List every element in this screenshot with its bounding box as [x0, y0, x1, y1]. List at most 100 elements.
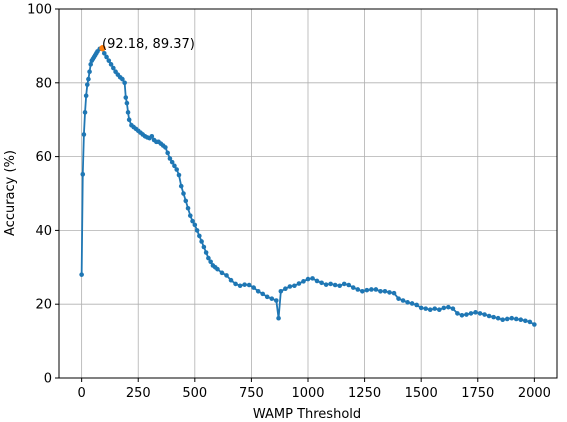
data-point [228, 277, 234, 283]
data-point [165, 150, 170, 156]
data-point [513, 316, 519, 322]
data-point [364, 287, 370, 293]
data-point [178, 183, 184, 189]
data-point [495, 315, 501, 321]
data-point [432, 306, 438, 311]
grid [59, 8, 557, 379]
data-point [296, 281, 302, 286]
data-point [106, 58, 112, 63]
data-point [82, 110, 88, 115]
data-point [174, 167, 180, 172]
y-tick-label: 80 [35, 76, 52, 91]
data-point [83, 93, 89, 99]
data-point [197, 233, 202, 239]
data-point [350, 285, 356, 290]
data-point [169, 159, 175, 165]
data-point [523, 318, 528, 324]
x-tick-label: 1500 [405, 386, 438, 401]
data-point [468, 311, 474, 316]
max-point-marker [99, 45, 106, 52]
data-point [355, 287, 361, 292]
data-point [255, 288, 261, 294]
data-point [301, 279, 306, 284]
data-point [264, 294, 270, 300]
data-point [122, 80, 127, 86]
data-point [224, 273, 229, 278]
data-point [509, 315, 515, 321]
data-point [441, 305, 447, 311]
data-point [203, 250, 209, 255]
data-point [332, 282, 338, 288]
data-point [79, 272, 84, 277]
data-point [84, 82, 90, 87]
data-point [88, 62, 93, 67]
data-point [464, 312, 469, 317]
data-point [418, 305, 424, 311]
data-point [391, 290, 397, 296]
data-point [237, 283, 243, 289]
y-tick-label: 0 [44, 372, 52, 387]
data-point [251, 285, 256, 290]
data-point [328, 281, 333, 287]
x-tick-label: 0 [77, 386, 85, 401]
x-tick-label: 750 [239, 386, 264, 401]
data-point [341, 281, 347, 287]
data-point [400, 298, 406, 303]
data-point [305, 276, 311, 282]
data-point [323, 282, 329, 287]
data-point [491, 314, 496, 320]
data-point [486, 313, 492, 319]
x-tick-label: 500 [182, 386, 207, 401]
data-point [527, 319, 533, 325]
data-point [185, 205, 191, 211]
data-point [373, 287, 379, 292]
data-point [378, 288, 383, 294]
x-tick-label: 1250 [348, 386, 381, 401]
data-point [396, 296, 401, 301]
data-point [176, 172, 182, 178]
data-point [120, 76, 125, 82]
data-point [473, 310, 478, 315]
data-point [181, 191, 186, 196]
data-point [518, 317, 524, 322]
data-point [477, 311, 483, 316]
x-axis-label: WAMP Threshold [253, 407, 361, 422]
data-point [446, 304, 451, 310]
data-point [163, 145, 168, 150]
y-tick-label: 100 [27, 3, 52, 18]
data-point [183, 198, 189, 204]
data-point [87, 69, 92, 75]
data-point [215, 266, 220, 272]
data-point [283, 286, 288, 292]
data-point [292, 283, 297, 289]
max-point-annotation: (92.18, 89.37) [102, 37, 195, 52]
data-point [337, 283, 342, 289]
data-point [319, 280, 324, 286]
data-point [455, 311, 460, 316]
data-point [125, 110, 131, 115]
x-tick-label: 1750 [461, 386, 494, 401]
data-point [287, 284, 293, 289]
y-tick-label: 40 [35, 224, 52, 239]
data-point [192, 222, 198, 228]
data-point [269, 296, 275, 301]
data-point [199, 239, 204, 244]
data-point [459, 312, 465, 318]
data-point [427, 307, 433, 313]
data-point [405, 300, 410, 305]
data-point [278, 288, 284, 294]
data-point [504, 316, 510, 322]
data-point [436, 307, 442, 313]
data-point [387, 290, 392, 295]
x-tick-label: 2000 [518, 386, 551, 401]
data-point [276, 315, 281, 321]
data-point [201, 244, 207, 250]
data-point [423, 306, 429, 311]
data-point [260, 291, 266, 297]
data-point [104, 54, 109, 60]
data-point [274, 298, 279, 303]
y-tick-label: 20 [35, 298, 52, 313]
y-axis-label: Accuracy (%) [3, 150, 18, 236]
